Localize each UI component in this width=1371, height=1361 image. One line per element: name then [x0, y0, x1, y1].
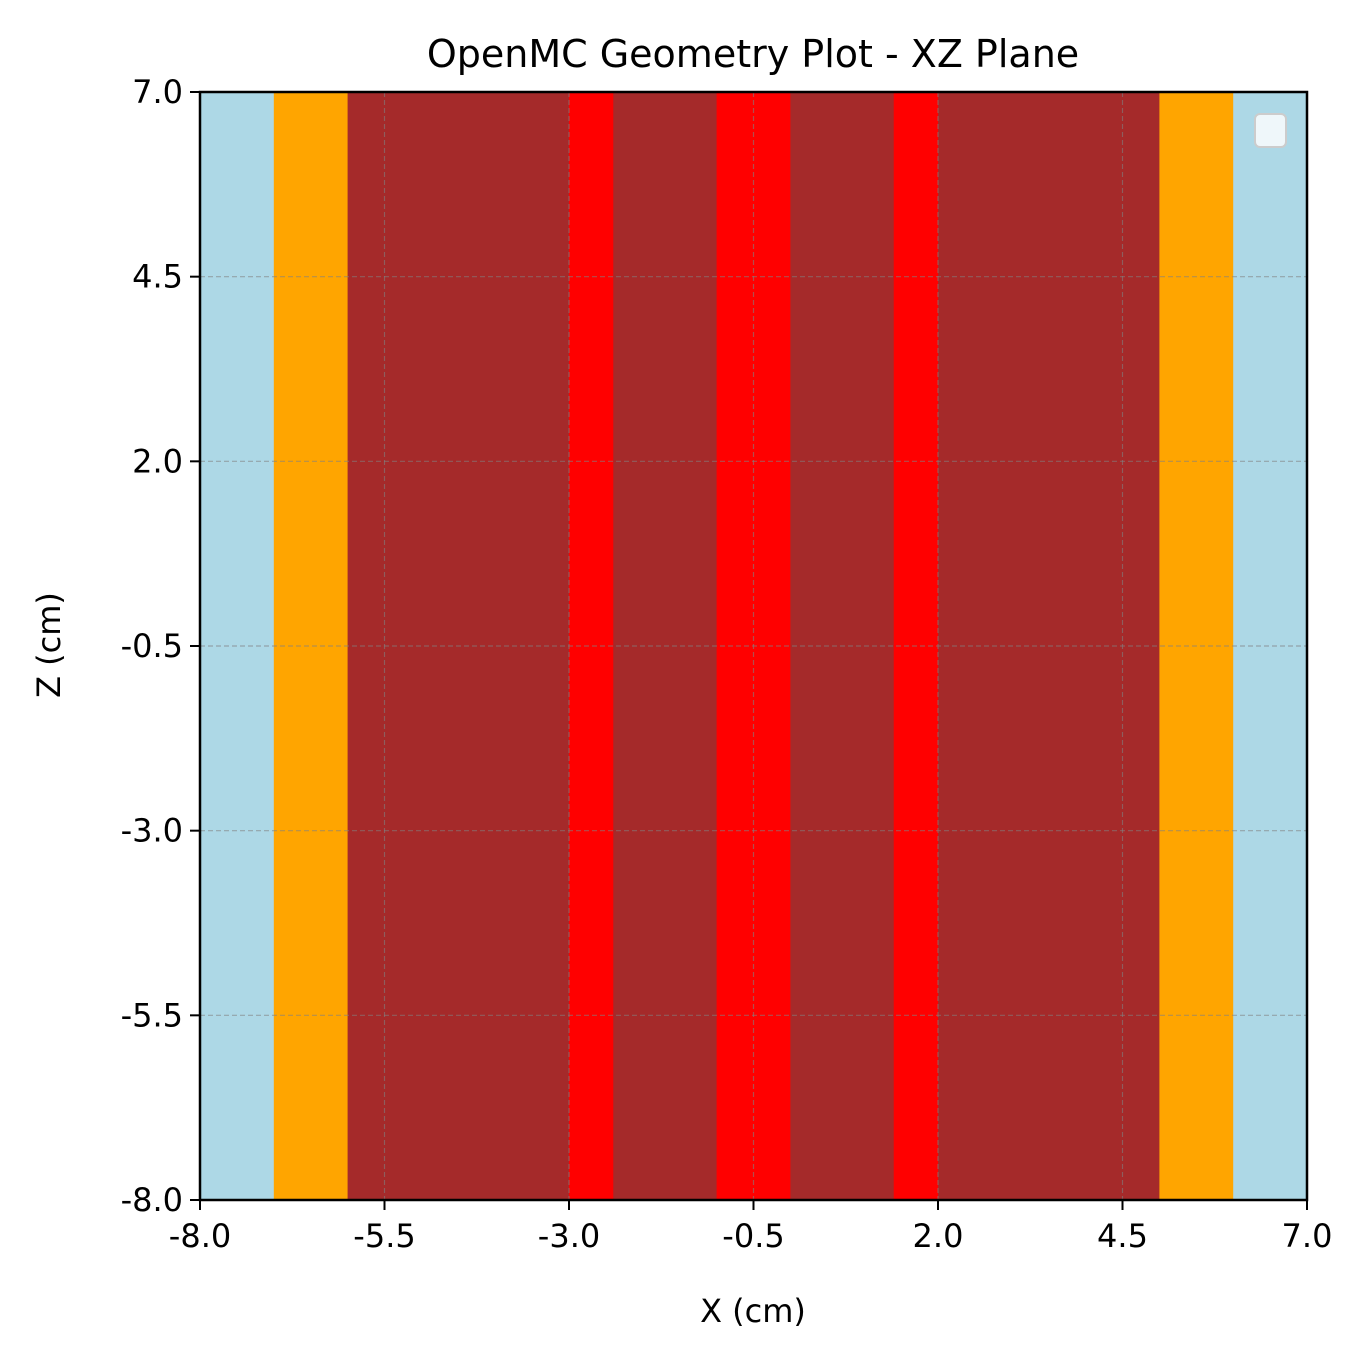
legend-box [1254, 113, 1287, 148]
legend [1254, 113, 1287, 148]
y-tick-label-3: -0.5 [121, 627, 183, 665]
y-tick-label-2: -3.0 [121, 812, 183, 850]
y-axis-label: Z (cm) [30, 592, 68, 698]
x-tick-label-4: 2.0 [913, 1217, 964, 1255]
region-band-1 [273, 92, 349, 1200]
x-tick-label-0: -8.0 [169, 1217, 231, 1255]
x-axis-ticks: -8.0 -5.5 -3.0 -0.5 2.0 4.5 7.0 [169, 1200, 1333, 1255]
x-axis-label: X (cm) [700, 1292, 806, 1330]
region-band-3 [569, 92, 614, 1200]
y-tick-label-6: 7.0 [132, 73, 183, 111]
y-tick-label-4: 2.0 [132, 442, 183, 480]
x-tick-label-3: -0.5 [722, 1217, 784, 1255]
x-tick-label-5: 4.5 [1097, 1217, 1148, 1255]
y-tick-label-5: 4.5 [132, 258, 183, 296]
y-tick-label-0: -8.0 [121, 1181, 183, 1219]
chart-title: OpenMC Geometry Plot - XZ Plane [427, 32, 1079, 76]
x-tick-label-6: 7.0 [1282, 1217, 1333, 1255]
x-tick-label-2: -3.0 [538, 1217, 600, 1255]
y-axis-ticks: -8.0 -5.5 -3.0 -0.5 2.0 4.5 7.0 [121, 73, 200, 1219]
x-tick-label-1: -5.5 [353, 1217, 415, 1255]
region-band-10 [1233, 92, 1308, 1200]
y-tick-label-1: -5.5 [121, 996, 183, 1034]
